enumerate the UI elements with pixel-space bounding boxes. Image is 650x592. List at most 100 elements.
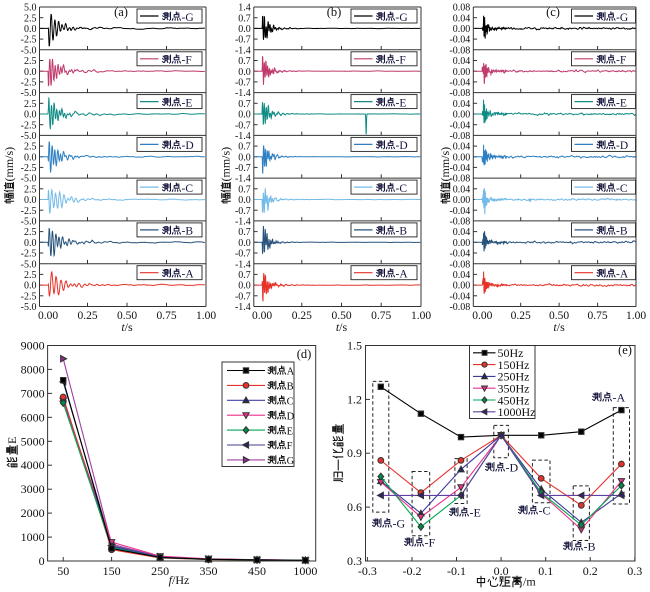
svg-text:-E: -E (616, 97, 627, 109)
svg-text:0.7: 0.7 (238, 99, 251, 110)
svg-text:0.7: 0.7 (238, 270, 251, 281)
svg-text:2.5: 2.5 (24, 56, 37, 67)
svg-text:-0.7: -0.7 (235, 163, 251, 174)
svg-text:-F: -F (425, 536, 436, 550)
svg-text:0.08: 0.08 (453, 3, 471, 14)
svg-text:-2.5: -2.5 (21, 163, 37, 174)
svg-text:0.04: 0.04 (453, 99, 471, 110)
svg-text:150Hz: 150Hz (498, 358, 530, 372)
svg-text:0.25: 0.25 (77, 310, 97, 322)
svg-text:0.00: 0.00 (453, 195, 471, 206)
svg-text:B: B (287, 382, 294, 393)
svg-text:50: 50 (57, 564, 69, 578)
svg-text:0.7: 0.7 (238, 142, 251, 153)
svg-text:-5.0: -5.0 (21, 217, 37, 228)
svg-text:1000: 1000 (293, 564, 317, 578)
svg-text:E: E (5, 437, 19, 444)
svg-text:/m: /m (523, 575, 536, 589)
svg-text:0.7: 0.7 (238, 227, 251, 238)
svg-text:-0.7: -0.7 (235, 291, 251, 302)
svg-text:0.04: 0.04 (453, 13, 471, 24)
svg-text:450: 450 (248, 564, 266, 578)
svg-text:-A: -A (613, 391, 626, 405)
svg-text:0.75: 0.75 (588, 310, 608, 322)
svg-text:0.04: 0.04 (453, 184, 471, 195)
svg-text:1.4: 1.4 (238, 3, 251, 14)
svg-text:-1.4: -1.4 (235, 174, 251, 185)
svg-text:-E: -E (470, 506, 481, 520)
svg-text:-B: -B (396, 226, 408, 238)
svg-text:1.2: 1.2 (347, 392, 362, 406)
svg-text:-0.08: -0.08 (449, 88, 470, 99)
svg-text:-5.0: -5.0 (21, 259, 37, 270)
svg-text:-5.0: -5.0 (21, 174, 37, 185)
svg-text:-B: -B (584, 540, 596, 554)
svg-text:2.5: 2.5 (24, 142, 37, 153)
svg-text:C: C (287, 397, 294, 408)
svg-text:2.5: 2.5 (24, 270, 37, 281)
svg-text:t/s: t/s (336, 320, 348, 334)
svg-text:0.00: 0.00 (252, 310, 272, 322)
svg-text:0.7: 0.7 (238, 13, 251, 24)
svg-text:-5.0: -5.0 (21, 302, 37, 313)
svg-text:0.2: 0.2 (583, 564, 598, 578)
svg-text:2.5: 2.5 (24, 227, 37, 238)
svg-text:-1.4: -1.4 (235, 131, 251, 142)
svg-text:0.0: 0.0 (238, 152, 251, 163)
svg-text:450Hz: 450Hz (498, 393, 530, 407)
svg-text:-0.08: -0.08 (449, 259, 470, 270)
svg-text:0.0: 0.0 (238, 238, 251, 249)
svg-text:-A: -A (396, 269, 409, 281)
svg-text:150: 150 (103, 564, 121, 578)
svg-text:0.00: 0.00 (453, 67, 471, 78)
svg-text:0.04: 0.04 (453, 270, 471, 281)
svg-text:-B: -B (616, 226, 628, 238)
svg-text:-0.08: -0.08 (449, 174, 470, 185)
svg-text:-0.04: -0.04 (449, 120, 470, 131)
svg-text:0.00: 0.00 (453, 152, 471, 163)
svg-text:(mm/s): (mm/s) (2, 147, 16, 182)
svg-text:-0.08: -0.08 (449, 302, 470, 313)
svg-text:0.0: 0.0 (24, 152, 37, 163)
svg-text:5.0: 5.0 (24, 3, 37, 14)
svg-text:0.50: 0.50 (117, 310, 137, 322)
svg-text:-D: -D (506, 461, 519, 475)
svg-text:G: G (287, 456, 295, 467)
svg-text:0.00: 0.00 (453, 24, 471, 35)
svg-text:-C: -C (616, 183, 628, 195)
svg-text:0.0: 0.0 (238, 24, 251, 35)
svg-text:-D: -D (616, 140, 628, 152)
svg-text:0.04: 0.04 (453, 56, 471, 67)
svg-text:t/s: t/s (121, 320, 133, 334)
svg-text:-0.7: -0.7 (235, 78, 251, 89)
svg-text:(e): (e) (618, 343, 632, 357)
svg-text:-D: -D (182, 140, 194, 152)
svg-text:4000: 4000 (21, 458, 45, 472)
svg-text:-C: -C (396, 183, 408, 195)
svg-text:0.75: 0.75 (371, 310, 391, 322)
svg-text:-0.08: -0.08 (449, 217, 470, 228)
svg-text:0.6: 0.6 (347, 500, 362, 514)
svg-text:5000: 5000 (21, 434, 45, 448)
svg-text:3000: 3000 (21, 482, 45, 496)
svg-text:250: 250 (151, 564, 169, 578)
svg-text:F: F (287, 441, 293, 452)
svg-text:0.50: 0.50 (331, 310, 351, 322)
svg-text:2.5: 2.5 (24, 184, 37, 195)
svg-text:-2.5: -2.5 (21, 206, 37, 217)
svg-text:-5.0: -5.0 (21, 88, 37, 99)
svg-text:1.00: 1.00 (626, 310, 646, 322)
svg-text:1000Hz: 1000Hz (498, 405, 536, 419)
svg-text:8000: 8000 (21, 362, 45, 376)
svg-text:0.00: 0.00 (472, 310, 492, 322)
svg-text:-0.3: -0.3 (358, 564, 377, 578)
svg-text:0.75: 0.75 (156, 310, 176, 322)
svg-text:E: E (287, 426, 293, 437)
svg-text:t/s: t/s (553, 320, 565, 334)
svg-text:-1.4: -1.4 (235, 217, 251, 228)
svg-text:-0.08: -0.08 (449, 131, 470, 142)
svg-text:0.0: 0.0 (238, 281, 251, 292)
svg-text:1000: 1000 (21, 530, 45, 544)
svg-text:-G: -G (396, 12, 408, 24)
svg-text:-0.7: -0.7 (235, 249, 251, 260)
